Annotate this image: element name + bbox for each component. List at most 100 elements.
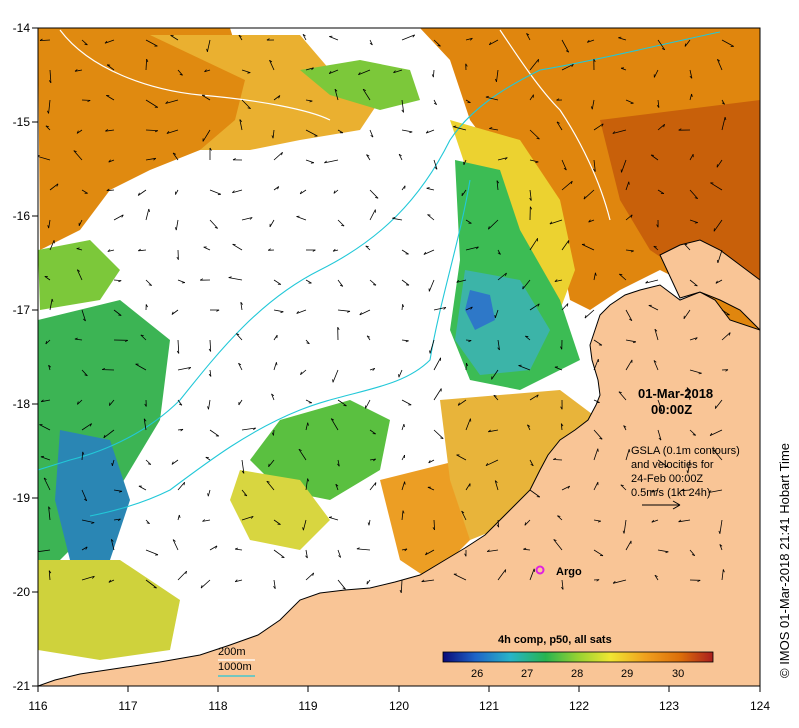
velocity-arrow xyxy=(204,69,211,73)
velocity-arrow xyxy=(76,269,83,281)
velocity-arrow xyxy=(583,189,595,200)
velocity-arrow xyxy=(645,279,659,284)
velocity-arrow xyxy=(689,337,698,341)
velocity-arrow xyxy=(81,451,84,461)
velocity-arrowhead xyxy=(239,119,243,123)
velocity-arrowhead xyxy=(653,360,657,363)
velocity-arrowhead xyxy=(121,214,124,218)
velocity-arrowhead xyxy=(563,167,567,171)
velocity-arrowhead xyxy=(375,482,377,486)
velocity-arrow xyxy=(145,519,150,524)
velocity-arrowhead xyxy=(43,477,47,481)
velocity-arrowhead xyxy=(232,158,236,161)
velocity-arrow xyxy=(108,579,115,583)
velocity-arrowhead xyxy=(722,569,725,573)
velocity-arrow xyxy=(561,39,570,53)
velocity-arrow xyxy=(561,303,569,311)
velocity-arrowhead xyxy=(618,36,622,39)
velocity-arrowhead xyxy=(494,315,496,319)
velocity-arrowhead xyxy=(421,579,425,583)
velocity-arrow xyxy=(427,486,435,491)
velocity-arrow xyxy=(683,309,691,320)
velocity-arrow xyxy=(145,208,150,221)
velocity-arrowhead xyxy=(470,306,473,310)
velocity-arrowhead xyxy=(334,88,338,92)
velocity-arrowhead xyxy=(124,339,128,343)
velocity-arrowhead xyxy=(172,152,176,155)
velocity-arrowhead xyxy=(560,346,563,350)
velocity-arrow xyxy=(337,219,345,227)
velocity-arrow xyxy=(392,217,403,221)
velocity-arrowhead xyxy=(583,196,586,200)
sst-green-west-strip xyxy=(38,240,120,310)
velocity-arrowhead xyxy=(39,38,43,41)
velocity-arrow xyxy=(465,99,471,103)
velocity-arrowhead xyxy=(108,159,111,163)
velocity-arrow xyxy=(465,483,471,491)
velocity-arrow xyxy=(561,240,570,251)
y-axis: -14 -15 -16 -17 -18 -19 -20 -21 xyxy=(13,21,38,693)
date-label: 01-Mar-2018 xyxy=(638,386,713,401)
velocity-arrowhead xyxy=(362,88,366,91)
velocity-arrowhead xyxy=(612,581,616,584)
velocity-arrowhead xyxy=(280,311,284,314)
velocity-arrowhead xyxy=(307,422,309,426)
velocity-arrowhead xyxy=(277,186,280,190)
velocity-arrow xyxy=(488,219,499,230)
velocity-arrow xyxy=(273,519,281,525)
velocity-arrowhead xyxy=(89,423,92,427)
velocity-arrowhead xyxy=(137,192,140,196)
velocity-arrow xyxy=(273,362,277,371)
velocity-arrowhead xyxy=(365,245,369,248)
velocity-arrow xyxy=(81,39,88,46)
velocity-arrowhead xyxy=(372,368,376,371)
velocity-arrowhead xyxy=(45,125,49,128)
velocity-arrowhead xyxy=(77,269,80,272)
velocity-arrowhead xyxy=(697,579,701,583)
velocity-arrowhead xyxy=(684,43,686,47)
colorbar-label-29: 29 xyxy=(621,668,633,680)
velocity-arrowhead xyxy=(724,116,727,121)
velocity-arrowhead xyxy=(118,314,122,316)
velocity-arrow xyxy=(272,129,275,139)
velocity-arrowhead xyxy=(656,104,660,108)
velocity-arrow xyxy=(721,569,724,581)
velocity-arrowhead xyxy=(247,107,251,109)
velocity-arrow xyxy=(81,546,88,551)
velocity-arrowhead xyxy=(232,190,235,193)
velocity-arrowhead xyxy=(525,335,529,338)
velocity-arrowhead xyxy=(296,310,299,314)
velocity-arrowhead xyxy=(366,154,370,157)
velocity-arrow xyxy=(305,478,308,491)
velocity-arrow xyxy=(421,579,435,583)
velocity-arrow xyxy=(687,459,691,474)
velocity-arrow xyxy=(273,279,282,285)
argo-marker[interactable] xyxy=(535,565,545,575)
velocity-arrow xyxy=(209,219,218,229)
velocity-arrow xyxy=(45,125,51,131)
velocity-arrowhead xyxy=(560,406,563,410)
velocity-arrowhead xyxy=(488,429,491,433)
velocity-arrowhead xyxy=(310,162,314,164)
velocity-arrow xyxy=(653,360,659,371)
velocity-arrowhead xyxy=(328,71,332,74)
velocity-arrowhead xyxy=(338,555,341,558)
velocity-arrowhead xyxy=(238,34,242,38)
velocity-arrow xyxy=(689,279,698,287)
velocity-arrow xyxy=(496,180,499,191)
velocity-arrow xyxy=(657,399,663,412)
velocity-arrow xyxy=(228,277,243,281)
velocity-arrow xyxy=(138,485,147,491)
velocity-arrow xyxy=(209,369,212,377)
velocity-arrowhead xyxy=(375,197,379,199)
isobath-200m xyxy=(59,29,611,221)
velocity-arrowhead xyxy=(665,551,669,554)
velocity-arrowhead xyxy=(147,463,152,465)
velocity-arrow xyxy=(369,209,376,221)
velocity-arrow xyxy=(651,489,659,493)
velocity-arrow xyxy=(177,69,183,76)
velocity-arrowhead xyxy=(335,483,339,487)
velocity-arrow xyxy=(556,121,563,131)
velocity-arrow xyxy=(369,279,377,286)
velocity-arrowhead xyxy=(45,340,48,345)
